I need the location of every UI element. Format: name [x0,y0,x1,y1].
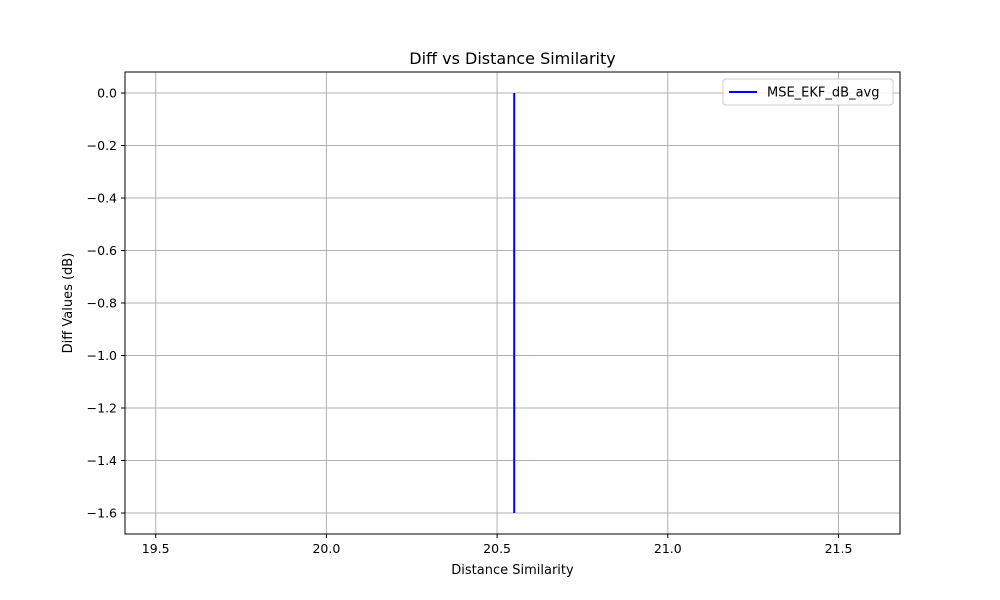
y-tick-label: 0.0 [97,86,117,101]
x-axis-label: Distance Similarity [451,563,574,578]
y-tick-label: −0.6 [87,243,117,258]
y-tick-label: −0.2 [87,138,117,153]
x-tick-label: 19.5 [142,541,170,556]
y-tick-label: −1.0 [87,348,117,363]
y-tick-label: −1.2 [87,401,117,416]
legend-label-mse-ekf-db-avg: MSE_EKF_dB_avg [767,86,879,101]
legend-box [722,78,894,106]
legend: MSE_EKF_dB_avg [722,78,894,106]
x-tick-label: 20.5 [483,541,511,556]
x-tick-label: 21.0 [654,541,682,556]
x-tick-label: 21.5 [825,541,853,556]
y-tick-label: −0.4 [87,191,117,206]
y-tick-label: −1.4 [87,453,117,468]
x-tick-label: 20.0 [312,541,340,556]
chart-title: Diff vs Distance Similarity [409,49,615,68]
grid-layer [125,72,900,534]
y-tick-label: −0.8 [87,296,117,311]
y-tick-label: −1.6 [87,506,117,521]
tick-layer: 19.5 20.0 20.5 21.0 21.5 0.0 −0.2 −0.4 −0.6 −0.8 −… [87,86,853,557]
y-axis-label: Diff Values (dB) [61,253,76,354]
